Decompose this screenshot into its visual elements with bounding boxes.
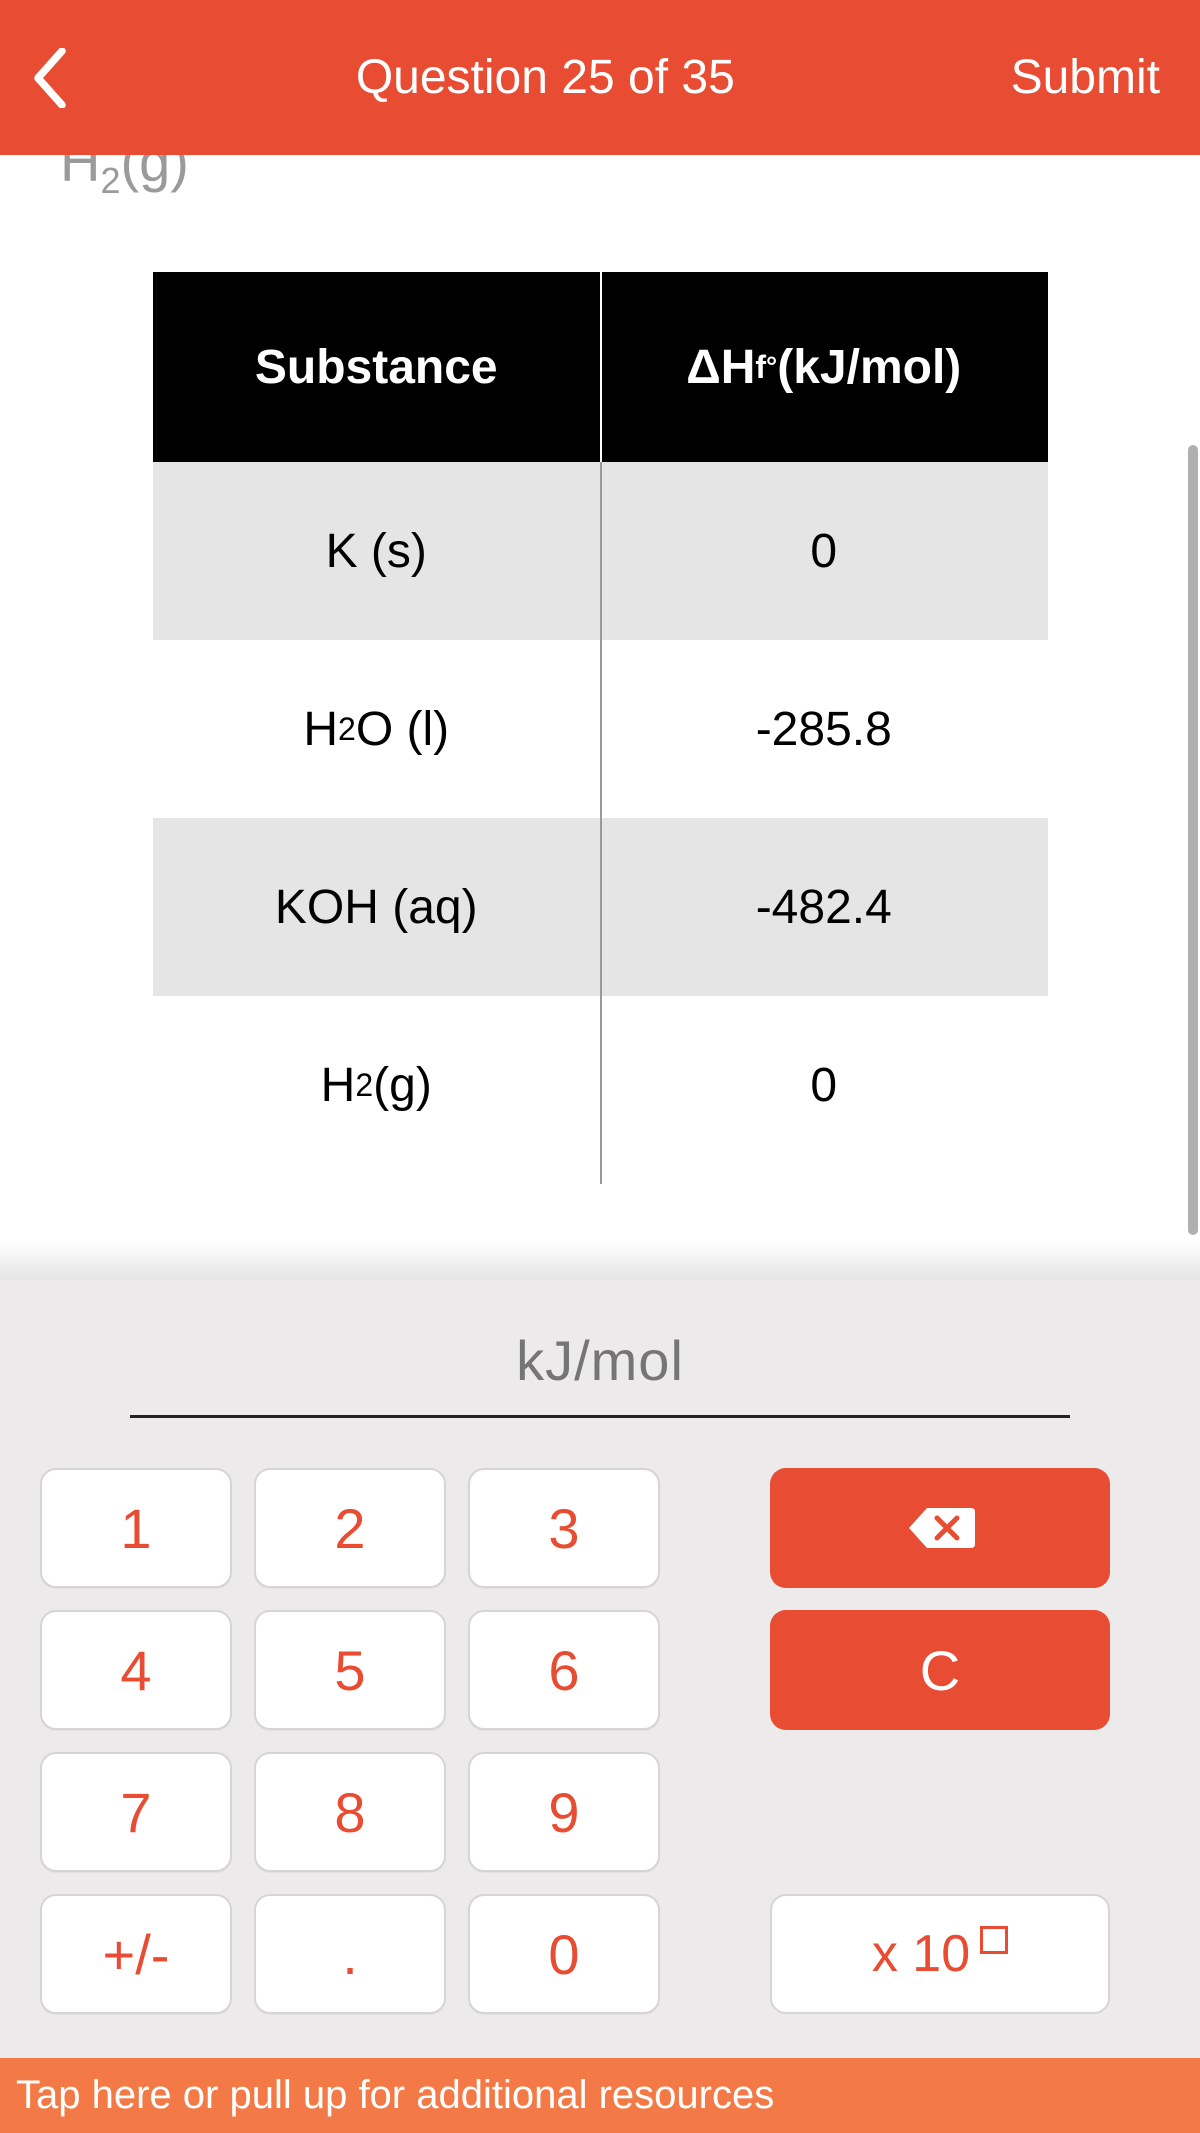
key-2[interactable]: 2 bbox=[254, 1468, 446, 1588]
back-button[interactable] bbox=[20, 48, 80, 108]
col-substance: Substance bbox=[153, 272, 601, 462]
key-5[interactable]: 5 bbox=[254, 1610, 446, 1730]
key-7[interactable]: 7 bbox=[40, 1752, 232, 1872]
cell-substance: H2O (l) bbox=[153, 640, 601, 818]
key-9[interactable]: 9 bbox=[468, 1752, 660, 1872]
keypad-panel: 1 2 3 4 5 6 7 8 9 +/- . 0 C x 10 bbox=[0, 1280, 1200, 2058]
key-0[interactable]: 0 bbox=[468, 1894, 660, 2014]
answer-input[interactable] bbox=[130, 1320, 1070, 1418]
header-bar: Question 25 of 35 Submit bbox=[0, 0, 1200, 155]
resources-footer[interactable]: Tap here or pull up for additional resou… bbox=[0, 2058, 1200, 2133]
enthalpy-table: Substance ΔHf° (kJ/mol) K (s) 0 H2O (l) … bbox=[153, 272, 1048, 1174]
exponent-box-icon bbox=[980, 1926, 1008, 1954]
cell-value: -482.4 bbox=[600, 818, 1048, 996]
cell-value: 0 bbox=[600, 462, 1048, 640]
x10-button[interactable]: x 10 bbox=[770, 1894, 1110, 2014]
cell-substance: K (s) bbox=[153, 462, 601, 640]
question-counter: Question 25 of 35 bbox=[356, 50, 735, 105]
key-3[interactable]: 3 bbox=[468, 1468, 660, 1588]
key-decimal[interactable]: . bbox=[254, 1894, 446, 2014]
partial-formula: H2(g) bbox=[40, 155, 1160, 202]
digit-grid: 1 2 3 4 5 6 7 8 9 +/- . 0 bbox=[40, 1468, 660, 2014]
key-4[interactable]: 4 bbox=[40, 1610, 232, 1730]
key-1[interactable]: 1 bbox=[40, 1468, 232, 1588]
col-enthalpy: ΔHf° (kJ/mol) bbox=[600, 272, 1048, 462]
cell-substance: H2 (g) bbox=[153, 996, 601, 1174]
keypad: 1 2 3 4 5 6 7 8 9 +/- . 0 C x 10 bbox=[40, 1468, 1160, 2014]
cell-substance: KOH (aq) bbox=[153, 818, 601, 996]
chevron-left-icon bbox=[32, 48, 68, 108]
side-keys: C x 10 bbox=[770, 1468, 1110, 2014]
cell-value: 0 bbox=[600, 996, 1048, 1174]
content-area: H2(g) Substance ΔHf° (kJ/mol) K (s) 0 H2… bbox=[0, 155, 1200, 1280]
table-divider-head bbox=[600, 272, 602, 462]
footer-text: Tap here or pull up for additional resou… bbox=[16, 2073, 774, 2118]
answer-input-row bbox=[40, 1320, 1160, 1418]
submit-button[interactable]: Submit bbox=[1011, 50, 1160, 105]
backspace-icon bbox=[905, 1504, 975, 1552]
cell-value: -285.8 bbox=[600, 640, 1048, 818]
content-shadow bbox=[0, 1240, 1200, 1280]
clear-button[interactable]: C bbox=[770, 1610, 1110, 1730]
key-8[interactable]: 8 bbox=[254, 1752, 446, 1872]
key-6[interactable]: 6 bbox=[468, 1610, 660, 1730]
scrollbar[interactable] bbox=[1188, 445, 1198, 1235]
x10-label: x 10 bbox=[872, 1924, 970, 1984]
key-plusminus[interactable]: +/- bbox=[40, 1894, 232, 2014]
backspace-button[interactable] bbox=[770, 1468, 1110, 1588]
